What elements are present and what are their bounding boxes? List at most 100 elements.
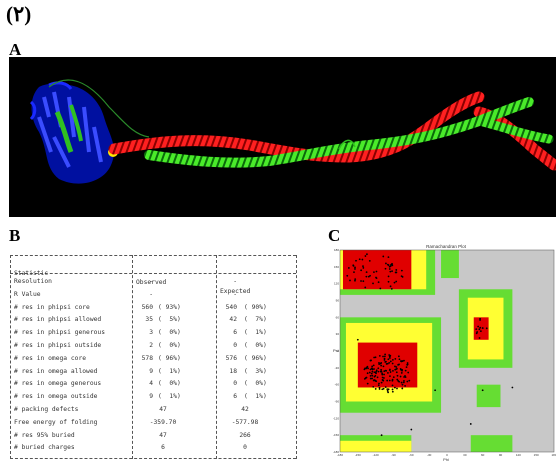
table-row: # res in phipsi generous 3 ( 0%) 6 ( 1%) <box>8 328 298 337</box>
residue-point <box>387 264 390 267</box>
residue-point <box>376 376 379 379</box>
y-tick-label: 0 <box>337 349 339 353</box>
residue-point <box>388 361 391 364</box>
residue-point <box>360 269 363 272</box>
residue-point <box>365 275 368 278</box>
y-tick-label: -60 <box>335 383 340 387</box>
residue-point <box>403 376 405 378</box>
header-statistic: Statistic <box>14 270 49 277</box>
residue-point <box>380 434 383 437</box>
residue-point <box>346 274 349 277</box>
observed-count: - <box>149 278 153 285</box>
y-tick-label: 180 <box>334 248 339 252</box>
residue-point <box>373 371 376 374</box>
residue-point <box>383 357 386 360</box>
residue-point <box>375 277 378 279</box>
residue-point <box>410 428 413 431</box>
residue-point <box>355 259 357 262</box>
residue-point <box>469 423 472 425</box>
expected-percent: ( 0%) <box>244 380 267 388</box>
residue-point <box>479 319 481 321</box>
residue-point <box>475 332 478 335</box>
y-tick-label: 60 <box>336 315 340 319</box>
x-tick-label: -150 <box>355 453 361 457</box>
expected-value: -577.98 <box>231 418 259 426</box>
expected-value: 0 <box>243 444 247 452</box>
residue-point <box>434 389 437 392</box>
residue-point <box>369 274 371 277</box>
residue-point <box>390 287 393 290</box>
y-tick-label: -90 <box>335 400 340 404</box>
residue-point <box>378 362 380 364</box>
panel-a-label: A <box>9 40 22 59</box>
row-label: # res in omega outside <box>14 393 98 401</box>
residue-point <box>394 357 397 360</box>
panel-b-label: B <box>9 226 21 245</box>
residue-point <box>377 367 380 370</box>
residue-point <box>375 270 378 273</box>
plot-frame <box>339 249 555 453</box>
residue-point <box>479 317 482 320</box>
expected-count: - <box>233 278 237 285</box>
observed-percent: ( 5%) <box>158 316 181 324</box>
residue-point <box>403 359 405 362</box>
residue-point <box>478 328 481 331</box>
residue-point <box>389 357 391 359</box>
generous-region <box>476 384 501 408</box>
residue-point <box>386 362 389 365</box>
observed-value: -359.70 <box>149 418 177 426</box>
row-label: # res in phipsi core <box>14 303 90 311</box>
residue-point <box>372 385 375 388</box>
red-helix-1 <box>108 91 485 163</box>
residue-point <box>386 388 389 391</box>
residue-point <box>395 280 398 283</box>
residue-point <box>380 381 383 384</box>
observed-count: 560 <box>141 303 153 311</box>
residue-point <box>384 355 386 358</box>
table-row: # res in phipsi allowed 35 ( 5%) 42 ( 7%) <box>8 315 298 324</box>
row-label: R Value <box>14 290 41 298</box>
residue-point <box>397 355 400 358</box>
residue-point <box>404 385 406 387</box>
residue-point <box>389 360 392 363</box>
expected-value: 266 <box>239 431 251 439</box>
row-label: # res in omega allowed <box>14 367 98 375</box>
y-tick-label: 150 <box>334 265 339 269</box>
residue-point <box>381 373 384 376</box>
residue-point <box>386 389 389 392</box>
residue-point <box>382 365 385 368</box>
residue-point <box>363 378 366 380</box>
observed-count: 9 <box>149 367 153 375</box>
generous-region <box>441 250 459 279</box>
residue-point <box>378 382 380 385</box>
row-label: # res 95% buried <box>14 431 75 439</box>
row-label: # buried charges <box>14 444 75 452</box>
residue-point <box>381 372 384 375</box>
residue-point <box>356 338 359 341</box>
residue-point <box>406 362 409 364</box>
residue-point <box>349 279 351 282</box>
table-row: # res in phipsi outside 2 ( 0%) 0 ( 0%) <box>8 341 298 350</box>
residue-point <box>384 361 387 363</box>
residue-point <box>389 285 392 288</box>
residue-point <box>365 366 368 369</box>
table-row: Free energy of folding -359.70 -577.98 <box>8 418 298 427</box>
residue-point <box>477 325 480 328</box>
residue-point <box>361 258 364 261</box>
table-row: # res in omega generous 4 ( 0%) 0 ( 0%) <box>8 379 298 388</box>
residue-point <box>407 371 410 374</box>
residue-point <box>394 365 396 368</box>
residue-point <box>406 380 409 383</box>
row-label: Free energy of folding <box>14 418 98 426</box>
residue-point <box>485 327 488 330</box>
residue-point <box>362 267 365 269</box>
residue-point <box>396 378 399 381</box>
residue-point <box>402 381 405 384</box>
table-row: # res 95% buried 47 266 <box>8 431 298 440</box>
statistics-table: Statistic Observed Expected Resolution - -… <box>8 252 298 460</box>
expected-count: 0 <box>233 342 237 349</box>
residue-point <box>400 269 403 272</box>
expected-count: 6 <box>233 393 237 401</box>
residue-point <box>395 269 398 271</box>
residue-point <box>408 379 411 382</box>
